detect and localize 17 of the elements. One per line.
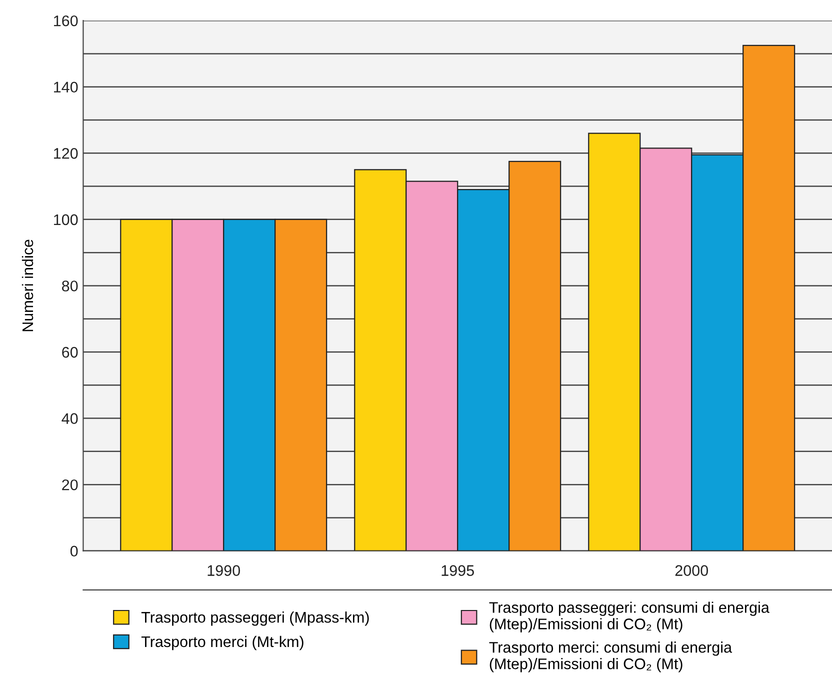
legend-label: Trasporto merci (Mt-km) (141, 636, 304, 650)
legend-label: Trasporto passeggeri: consumi di energia (Mtep)/Emissioni di CO₂ (Mt) (489, 602, 770, 632)
legend-label: Trasporto passeggeri (Mpass-km) (141, 612, 369, 626)
y-tick-label: 0 (70, 546, 78, 557)
y-tick-label: 140 (54, 82, 78, 93)
y-tick-label: 80 (62, 280, 78, 292)
legend-label: Trasporto merci: consumi di energia (Mtep)/Emissioni di CO₂ (Mt) (489, 642, 732, 672)
y-tick-label: 40 (62, 413, 78, 424)
y-tick-label: 60 (62, 346, 78, 358)
y-tick-label: 160 (54, 15, 78, 26)
x-tick-label: 1995 (442, 565, 474, 576)
y-axis-title: Numeri indice (22, 240, 34, 332)
x-tick-label: 1990 (208, 565, 240, 576)
y-tick-label: 20 (62, 479, 78, 490)
y-tick-label: 120 (54, 148, 78, 159)
x-tick-label: 2000 (675, 565, 708, 576)
y-tick-label: 100 (54, 214, 78, 226)
